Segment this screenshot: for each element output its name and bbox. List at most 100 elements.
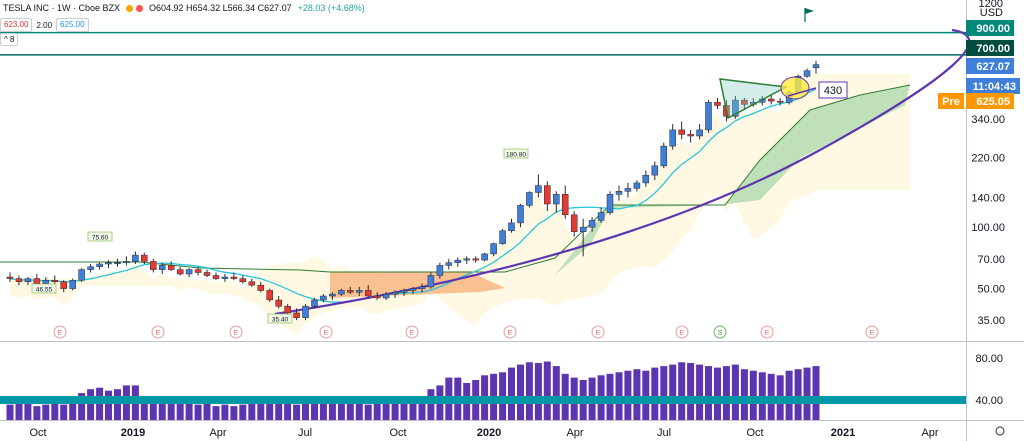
pre-market-badge: 625.05 <box>976 96 1010 108</box>
candle-body <box>158 265 166 270</box>
candle-body <box>257 284 265 291</box>
earnings-marker-icon[interactable] <box>675 325 689 339</box>
candle-body <box>311 299 318 307</box>
candle-body <box>544 185 551 205</box>
volume-bar <box>60 404 68 420</box>
volume-bar <box>382 400 390 420</box>
earnings-marker-icon[interactable] <box>151 325 165 339</box>
candle-body <box>221 276 229 279</box>
earnings-marker-icon[interactable] <box>319 325 333 339</box>
candle-body <box>427 275 435 288</box>
earnings-marker-icon[interactable] <box>503 325 517 339</box>
price-tick-label: 340.00 <box>971 114 1005 126</box>
earnings-marker-label: E <box>410 330 415 337</box>
sell-button[interactable]: 623.00 <box>0 18 33 32</box>
wedge-pattern <box>719 78 789 120</box>
candle-body <box>96 263 103 267</box>
buy-button[interactable]: 625.00 <box>56 18 89 32</box>
earnings-marker-label: E <box>234 330 239 337</box>
volume-bar <box>346 403 354 420</box>
indicators-toggle[interactable]: ^ 8 <box>0 33 19 46</box>
candle-body <box>561 194 569 216</box>
wedge-pointer-line <box>787 87 817 97</box>
breakout-highlight <box>780 76 810 100</box>
candle-body <box>185 269 193 275</box>
candle-body <box>678 129 685 135</box>
candle-body <box>293 312 300 318</box>
earnings-marker-icon[interactable] <box>865 325 879 339</box>
candle-body <box>696 129 703 137</box>
volume-bar <box>194 404 202 420</box>
volume-bar <box>731 364 739 420</box>
alert-status-icon <box>136 4 144 12</box>
symbol-title[interactable]: TESLA INC · 1W · Cboe BZX <box>3 3 121 13</box>
candle-body <box>248 281 256 286</box>
price-annotation-box <box>503 148 529 159</box>
chevron-up-icon: ^ <box>4 35 8 44</box>
earnings-marker-icon[interactable] <box>591 325 605 339</box>
time-tick-label: Jul <box>298 427 312 439</box>
bid-ask-row: 623.00 2.00 625.00 <box>0 18 89 32</box>
time-tick-label: Oct <box>29 427 46 439</box>
market-status-icon <box>126 4 134 12</box>
candle-body <box>51 279 59 283</box>
volume-bar <box>311 400 318 420</box>
volume-bar <box>158 396 166 420</box>
candle-body <box>6 276 14 279</box>
volume-bar <box>696 364 704 420</box>
currency-label: USD <box>980 7 1003 19</box>
volume-bar <box>642 370 650 420</box>
price-tick-label: 50.00 <box>977 284 1005 296</box>
volume-bar <box>364 404 372 420</box>
volume-bar <box>42 404 50 420</box>
flag-icon <box>805 8 814 14</box>
candle-body <box>141 254 148 262</box>
volume-bar <box>319 398 327 420</box>
earnings-marker-icon[interactable] <box>53 325 67 339</box>
candle-body <box>436 265 444 276</box>
earnings-marker-icon[interactable] <box>760 325 774 339</box>
candle-body <box>320 295 327 301</box>
volume-bar <box>328 401 336 420</box>
price-annotation-label: 46.55 <box>36 287 53 294</box>
volume-bar <box>6 404 14 420</box>
earnings-marker-icon[interactable] <box>713 325 727 339</box>
candle-body <box>472 258 479 261</box>
volume-bar <box>266 401 274 420</box>
countdown-badge-bg <box>966 78 1020 94</box>
pre-tag-bg <box>938 93 964 109</box>
cloud-bullish <box>555 85 910 275</box>
earnings-marker-icon[interactable] <box>405 325 419 339</box>
last-price-badge: 627.07 <box>976 61 1010 73</box>
volume-bar <box>785 370 793 420</box>
volume-bar <box>651 367 659 420</box>
earnings-marker-label: E <box>596 330 601 337</box>
volume-bar <box>660 366 668 420</box>
candle-body <box>356 290 363 293</box>
volume-bar <box>678 362 686 421</box>
volume-bar <box>302 403 309 420</box>
candle-body <box>114 262 121 264</box>
volume-bar <box>221 404 229 420</box>
candle-body <box>490 243 497 255</box>
candle-body <box>606 194 614 213</box>
pre-tag-label: Pre <box>942 96 960 108</box>
volume-bar <box>176 403 184 420</box>
volume-bar <box>248 400 256 421</box>
earnings-marker-icon[interactable] <box>229 325 243 339</box>
price-annotation-box <box>87 231 113 242</box>
price-change: +28.03 (+4.68%) <box>297 3 365 13</box>
candle-body <box>284 305 291 314</box>
time-tick-label: Apr <box>566 427 583 439</box>
level-700-badge: 700.00 <box>976 43 1010 55</box>
volume-bar <box>373 403 381 420</box>
candle-body <box>230 276 238 279</box>
volume-tick-label: 40.00 <box>975 395 1003 407</box>
volume-bar <box>740 369 748 420</box>
candle-body <box>60 281 67 289</box>
volume-bar <box>687 363 695 420</box>
volume-bar <box>409 398 417 420</box>
gear-icon[interactable] <box>995 426 1005 436</box>
volume-bar <box>149 400 157 421</box>
earnings-marker-label: E <box>765 330 770 337</box>
